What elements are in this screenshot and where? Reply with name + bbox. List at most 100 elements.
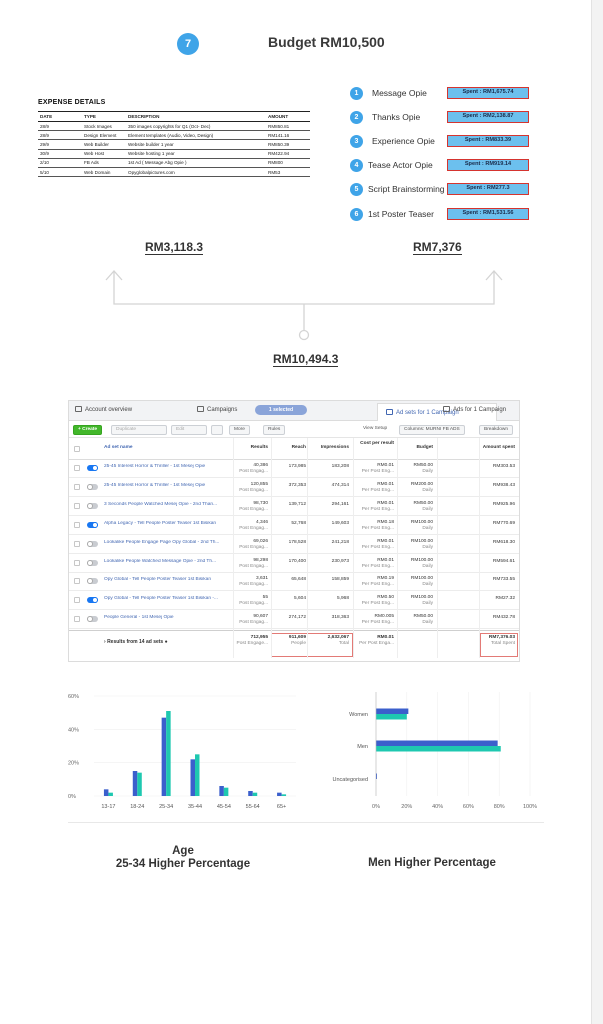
table-row[interactable]: 3 Seconds People Watched Mesej Opie - 2n…	[69, 498, 519, 516]
row-checkbox[interactable]	[74, 616, 80, 623]
ad-set-name[interactable]: Opy Global - Tell People Poster Teaser 1…	[104, 577, 212, 583]
row-checkbox[interactable]	[74, 597, 80, 604]
column-divider	[397, 438, 398, 658]
connector-lines	[105, 270, 503, 341]
col-type: TYPE	[82, 111, 126, 122]
status-toggle[interactable]	[87, 597, 98, 604]
selected-pill[interactable]: 1 selected	[255, 405, 307, 415]
total-cost-per-result: RM0.01 Per Post Enga...	[359, 635, 394, 646]
cell-impressions: 230,973	[331, 558, 349, 564]
row-checkbox[interactable]	[74, 483, 80, 490]
ad-set-name[interactable]: 3 Seconds People Watched Mesej Opie - 2n…	[104, 501, 218, 507]
x-tick-label: 60%	[463, 804, 474, 810]
tab-account-overview[interactable]: Account overview	[75, 406, 132, 413]
table-row[interactable]: Lookalike People Watched Message Opie - …	[69, 555, 519, 573]
cell-amount-spent: RM303.53	[492, 464, 515, 469]
ad-set-name[interactable]: Lookalike People Engage Page Opy Global …	[104, 539, 220, 545]
folder-icon	[197, 406, 204, 412]
expense-row: 2/10 FB Ads 1st Ad ( Message Abg Opie ) RM8…	[38, 158, 310, 168]
header-results[interactable]: Results	[250, 445, 268, 450]
header-budget[interactable]: Budget	[416, 445, 433, 450]
expense-details-title: EXPENSE DETAILS	[38, 99, 106, 106]
row-checkbox[interactable]	[74, 578, 80, 585]
chart-icon	[75, 406, 82, 412]
cell-impressions: 158,859	[331, 577, 349, 583]
spend-item-label: Script Brainstorming	[368, 184, 445, 194]
header-cost-per-result[interactable]: Cost per result	[360, 441, 394, 446]
column-divider	[353, 438, 354, 658]
cell-reach: 173,985	[288, 464, 306, 469]
status-toggle[interactable]	[87, 521, 98, 528]
highlight-amount-spent	[480, 633, 518, 657]
ad-set-name[interactable]: People General - 1st Mesej Opie	[104, 615, 174, 621]
table-row[interactable]: 25-45 Interest Horror & Thriller - 1st M…	[69, 479, 519, 497]
expense-description: Element templates (Audio, Video, Design)	[126, 130, 266, 141]
select-all-checkbox[interactable]	[74, 446, 80, 452]
cell-reach: 178,528	[288, 539, 306, 545]
age-bar	[219, 786, 224, 796]
row-checkbox[interactable]	[74, 559, 80, 566]
age-caption: Age 25-34 Higher Percentage	[115, 845, 251, 870]
header-ad-set-name[interactable]: Ad set name	[104, 445, 133, 450]
x-tick-label: 0%	[372, 804, 380, 810]
status-toggle[interactable]	[87, 483, 98, 490]
status-toggle[interactable]	[87, 465, 98, 471]
row-checkbox[interactable]	[74, 465, 80, 471]
cell-results: 40,386 Post Engag...	[239, 463, 268, 474]
spend-item-label: Message Opie	[372, 88, 427, 98]
cell-cost: RM0.01 Per Post Eng...	[361, 557, 394, 569]
expense-description: 1st Ad ( Message Abg Opie )	[126, 158, 266, 168]
tab-campaigns[interactable]: Campaigns	[197, 406, 237, 413]
table-row[interactable]: People General - 1st Mesej Opie 90,607 Pos…	[69, 611, 519, 630]
expense-description: Website hosting 1 year	[126, 149, 266, 159]
breakdown-dropdown[interactable]: Breakdown	[479, 425, 513, 435]
row-checkbox[interactable]	[74, 521, 80, 528]
column-divider	[233, 438, 234, 658]
ad-set-name[interactable]: Lookalike People Watched Message Opie - …	[104, 558, 216, 564]
status-toggle[interactable]	[87, 502, 98, 509]
cell-cost: RM0.01 Per Post Eng...	[361, 481, 394, 493]
tab-ad-sets[interactable]: Ad sets for 1 Campaign	[377, 403, 497, 421]
header-impressions[interactable]: Impressions	[320, 445, 349, 450]
ad-set-name[interactable]: 25-45 Interest Horror & Thriller - 1st M…	[104, 482, 206, 488]
cell-cost: RM0.01 Per Post Eng...	[361, 500, 394, 512]
age-bar-chart: 60% 40% 20% 0% 13-17 18-24 25-34 35-44 45-54 55-6…	[68, 694, 296, 810]
row-checkbox[interactable]	[74, 502, 80, 509]
view-setup-toggle[interactable]: View Setup	[363, 426, 388, 431]
table-row[interactable]: Opy Global - Tell People Poster Teaser 1…	[69, 592, 519, 611]
edit-button[interactable]: Edit	[171, 425, 207, 435]
more-dropdown[interactable]: More	[229, 425, 250, 435]
status-toggle[interactable]	[87, 616, 98, 623]
row-checkbox[interactable]	[74, 540, 80, 547]
table-row[interactable]: 25-45 Interest Horror & Thriller - 1st M…	[69, 460, 519, 478]
spend-item-number: 3	[350, 135, 363, 148]
cell-budget: RM100.00 Daily	[410, 519, 433, 531]
status-toggle[interactable]	[87, 540, 98, 547]
age-bar	[281, 794, 287, 796]
status-toggle[interactable]	[87, 559, 98, 566]
x-tick-label: 65+	[277, 804, 286, 810]
header-reach[interactable]: Reach	[291, 445, 306, 450]
rules-dropdown[interactable]: Rules	[263, 425, 286, 435]
column-divider	[307, 438, 308, 658]
results-from-label: › Results from 14 ad sets ●	[104, 639, 168, 645]
tab-ads[interactable]: Ads for 1 Campaign	[443, 406, 506, 413]
table-row[interactable]: Alpha Legacy - Tell People Poster Teaser…	[69, 517, 519, 535]
table-row[interactable]: Lookalike People Engage Page Opy Global …	[69, 536, 519, 554]
ads-tab-bar: Account overview Campaigns 1 selected Ad…	[69, 401, 519, 421]
header-amount-spent[interactable]: Amount spent	[482, 445, 515, 450]
delete-button[interactable]	[211, 425, 223, 435]
ad-set-name[interactable]: Alpha Legacy - Tell People Poster Teaser…	[104, 520, 217, 526]
ad-set-name[interactable]: Opy Global - Tell People Poster Teaser 1…	[104, 596, 218, 602]
create-button[interactable]: + Create	[73, 425, 103, 435]
cell-budget: RM100.00 Daily	[410, 538, 433, 550]
ad-set-name[interactable]: 25-45 Interest Horror & Thriller - 1st M…	[104, 464, 206, 469]
columns-dropdown[interactable]: Columns: MURNI FB ADS	[399, 425, 465, 435]
y-category-label: Men	[357, 744, 368, 750]
table-row[interactable]: Opy Global - Tell People Poster Teaser 1…	[69, 573, 519, 592]
cell-results: 4,346 Post Engag...	[239, 519, 268, 531]
age-bar	[190, 759, 195, 796]
duplicate-button[interactable]: Duplicate	[111, 425, 167, 435]
spend-item-number: 5	[350, 183, 363, 196]
status-toggle[interactable]	[87, 578, 98, 585]
